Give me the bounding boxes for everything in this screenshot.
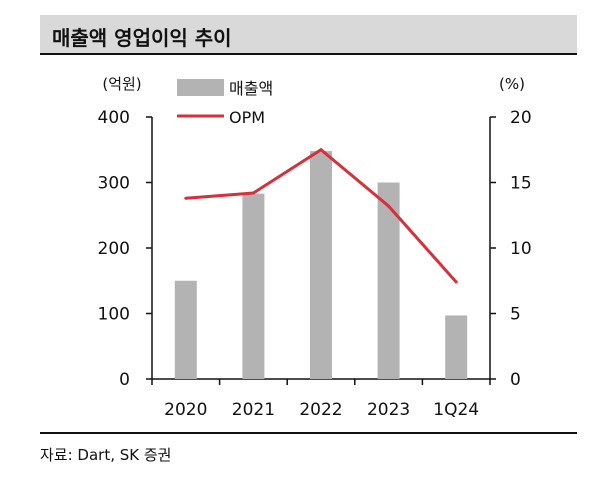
legend-bar-swatch xyxy=(177,79,224,96)
legend-line-label: OPM xyxy=(229,108,265,127)
right-tick-label: 20 xyxy=(510,108,532,128)
right-tick-label: 15 xyxy=(510,174,532,194)
revenue-bar xyxy=(174,280,197,379)
revenue-bar xyxy=(377,182,400,379)
left-axis-ticks: 0 100 200 300 400 xyxy=(98,108,152,390)
x-tick-label: 1Q24 xyxy=(433,400,479,420)
right-axis-ticks: 0 5 10 15 20 xyxy=(490,108,532,390)
chart-title: 매출액 영업이익 추이 xyxy=(52,26,232,50)
left-tick-label: 0 xyxy=(119,370,130,390)
opm-point xyxy=(184,196,188,200)
source-note: 자료: Dart, SK 증권 xyxy=(40,446,172,464)
left-tick-label: 200 xyxy=(98,239,130,259)
right-tick-label: 0 xyxy=(510,370,521,390)
x-tick-label: 2023 xyxy=(367,400,410,420)
x-tick-label: 2021 xyxy=(232,400,275,420)
legend: 매출액 OPM xyxy=(177,79,273,127)
title-bar: 매출액 영업이익 추이 xyxy=(40,15,577,53)
left-tick-label: 100 xyxy=(98,305,130,325)
legend-bar-label: 매출액 xyxy=(229,79,273,98)
right-tick-label: 5 xyxy=(510,305,521,325)
title-divider xyxy=(40,53,577,55)
revenue-bars xyxy=(174,151,468,379)
opm-point xyxy=(319,148,323,152)
opm-line-layer xyxy=(184,147,458,284)
revenue-bar xyxy=(242,193,265,379)
left-tick-label: 300 xyxy=(98,174,130,194)
x-axis-labels: 2020 2021 2022 2023 1Q24 xyxy=(151,379,491,420)
bottom-divider xyxy=(40,432,577,434)
opm-point xyxy=(454,280,458,284)
revenue-bar xyxy=(310,151,332,379)
left-axis-unit: (억원) xyxy=(102,75,141,93)
x-tick-label: 2022 xyxy=(299,400,342,420)
opm-point xyxy=(251,191,255,195)
left-tick-label: 400 xyxy=(98,108,130,128)
opm-point xyxy=(387,204,391,208)
revenue-bar xyxy=(445,315,468,379)
right-axis-unit: (%) xyxy=(499,75,525,93)
right-tick-label: 10 xyxy=(510,239,532,259)
x-tick-label: 2020 xyxy=(164,400,207,420)
